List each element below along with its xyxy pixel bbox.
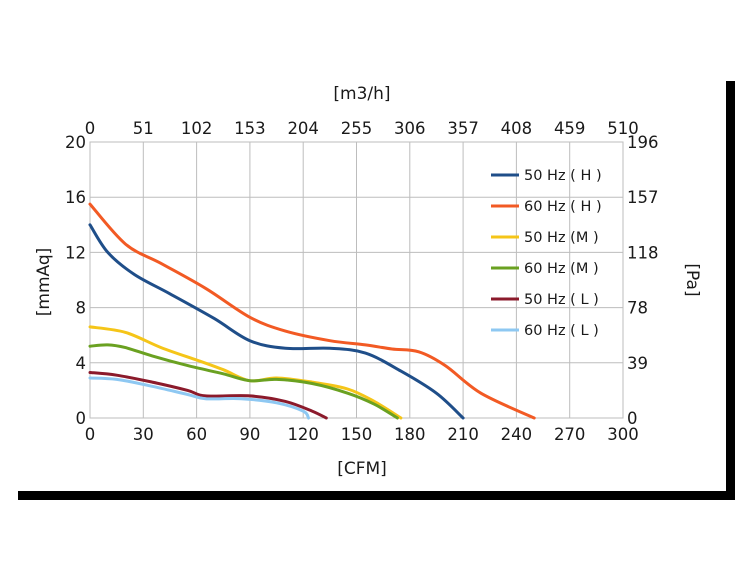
x-tick-label: 30 — [133, 425, 154, 444]
y-tick-label: 20 — [65, 133, 86, 152]
right-axis-ticks: 0 39 78 118 157 196 — [627, 133, 659, 428]
x-tick-label: 300 — [607, 425, 639, 444]
series-line-5 — [88, 371, 328, 420]
top-tick-label: 408 — [501, 119, 533, 138]
x-axis-label: [CFM] — [337, 459, 387, 479]
x-tick-label: 150 — [341, 425, 373, 444]
x-tick-label: 60 — [186, 425, 207, 444]
x-axis-ticks: 0 30 60 90 120 150 180 210 240 270 300 — [85, 425, 639, 444]
series-line-1 — [88, 223, 465, 420]
top-tick-label: 102 — [181, 119, 213, 138]
top-tick-label: 0 — [85, 119, 96, 138]
x-tick-label: 180 — [394, 425, 426, 444]
top-tick-label: 204 — [287, 119, 319, 138]
right-tick-label: 118 — [627, 243, 659, 262]
x-tick-label: 210 — [447, 425, 479, 444]
right-axis-label: [Pa] — [682, 263, 702, 296]
series-line-6 — [88, 376, 310, 420]
y-tick-label: 4 — [76, 354, 87, 373]
x-tick-label: 0 — [85, 425, 96, 444]
series-line-2 — [88, 202, 536, 420]
series-layer — [88, 202, 536, 420]
top-tick-label: 255 — [341, 119, 373, 138]
right-tick-label: 157 — [627, 188, 659, 207]
legend-label: 60 Hz (M ) — [524, 261, 599, 277]
frame-right-border — [726, 81, 735, 497]
y-tick-label: 8 — [76, 299, 87, 318]
legend-label: 50 Hz ( H ) — [524, 168, 602, 184]
chart-legend: 50 Hz ( H ) 60 Hz ( H ) 50 Hz (M ) 60 Hz (M… — [491, 168, 602, 339]
y-axis-ticks: 0 4 8 12 16 20 — [65, 133, 86, 428]
y-axis-label: [mmAq] — [34, 248, 54, 317]
right-tick-label: 78 — [627, 299, 648, 318]
frame-bottom-border — [18, 491, 735, 500]
top-tick-label: 510 — [607, 119, 639, 138]
y-tick-label: 12 — [65, 243, 86, 262]
top-tick-label: 51 — [133, 119, 154, 138]
series-line-3 — [88, 325, 403, 420]
top-axis-label: [m3/h] — [333, 84, 390, 104]
x-tick-label: 90 — [239, 425, 260, 444]
legend-label: 50 Hz ( L ) — [524, 292, 599, 308]
top-tick-label: 306 — [394, 119, 426, 138]
top-axis-ticks: 0 51 102 153 204 255 306 357 408 459 510 — [85, 119, 639, 138]
y-tick-label: 16 — [65, 188, 86, 207]
legend-label: 60 Hz ( H ) — [524, 199, 602, 215]
series-line-4 — [88, 343, 399, 420]
x-tick-label: 270 — [554, 425, 586, 444]
x-tick-label: 120 — [287, 425, 319, 444]
top-tick-label: 153 — [234, 119, 266, 138]
plot-area-border — [89, 141, 624, 419]
y-tick-label: 0 — [76, 409, 87, 428]
right-tick-label: 39 — [627, 354, 648, 373]
legend-label: 50 Hz (M ) — [524, 230, 599, 246]
top-tick-label: 357 — [447, 119, 479, 138]
top-tick-label: 459 — [554, 119, 586, 138]
legend-label: 60 Hz ( L ) — [524, 323, 599, 339]
x-tick-label: 240 — [501, 425, 533, 444]
right-tick-label: 196 — [627, 133, 659, 152]
right-tick-label: 0 — [627, 409, 638, 428]
